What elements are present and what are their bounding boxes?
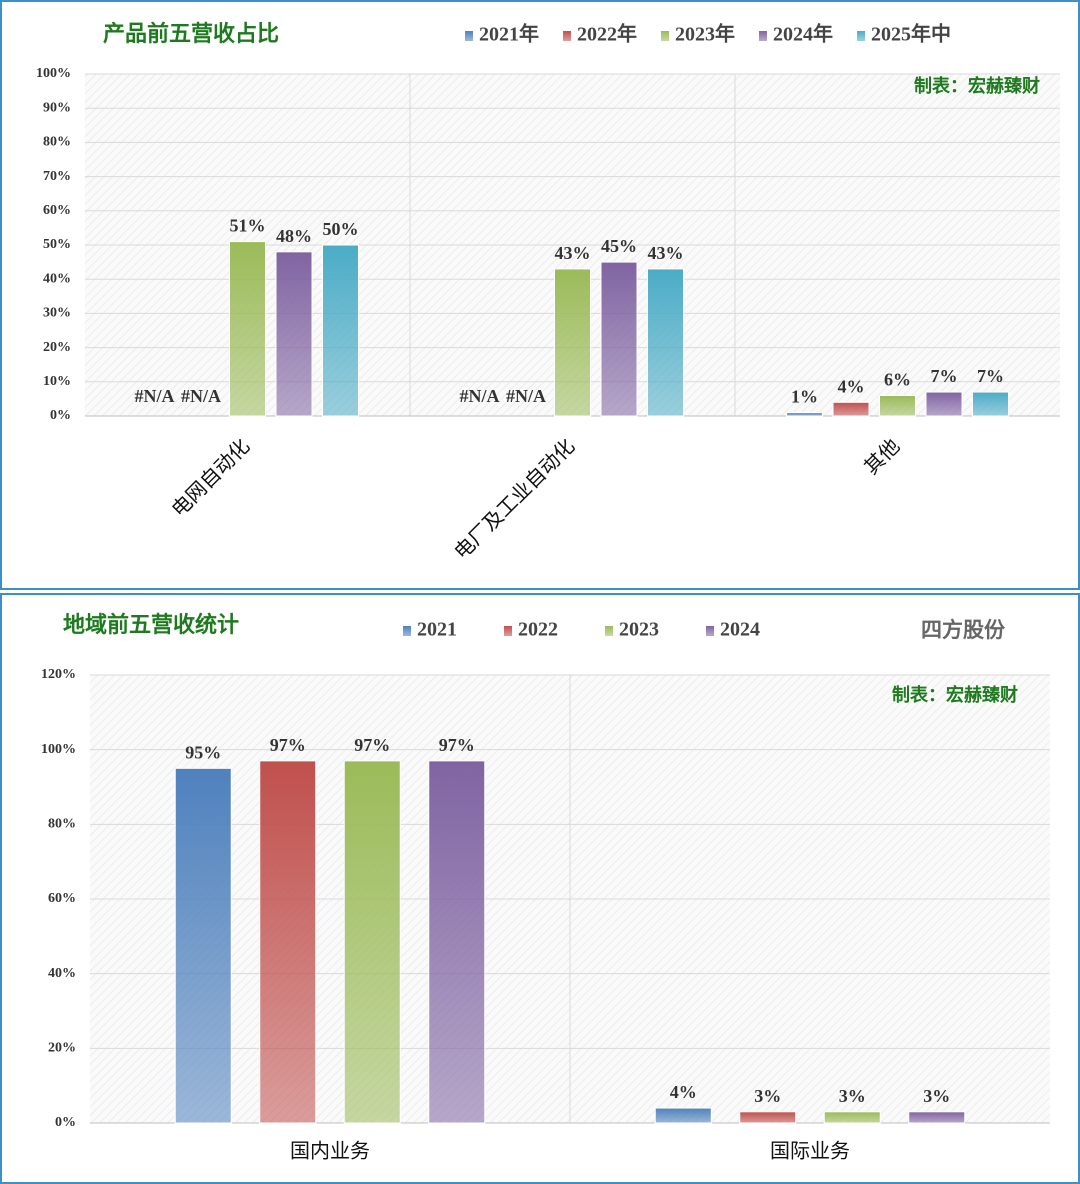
y-tick-label: 80% — [48, 817, 76, 832]
y-tick-label: 120% — [41, 667, 76, 682]
y-tick-label: 10% — [43, 374, 71, 389]
legend-label: 2025年中 — [871, 22, 951, 46]
data-label: #N/A — [460, 386, 500, 406]
bar — [908, 1111, 966, 1124]
legend-swatch — [605, 626, 613, 636]
bar — [428, 760, 486, 1124]
data-label: #N/A — [506, 386, 546, 406]
annotation: 四方股份 — [921, 618, 1006, 642]
data-label: 4% — [838, 376, 865, 396]
legend-label: 2023年 — [675, 22, 735, 46]
bar — [600, 261, 638, 417]
legend-label: 2022年 — [577, 22, 637, 46]
data-label: 45% — [601, 236, 637, 256]
bar — [823, 1111, 881, 1124]
data-label: 97% — [354, 735, 390, 755]
y-tick-label: 40% — [48, 966, 76, 981]
bar — [554, 268, 591, 417]
data-label: 4% — [670, 1082, 697, 1102]
y-tick-label: 100% — [41, 742, 76, 757]
data-label: 50% — [323, 219, 359, 239]
data-label: 97% — [270, 735, 306, 755]
y-tick-label: 100% — [36, 66, 71, 81]
y-tick-label: 40% — [43, 271, 71, 286]
data-label: 97% — [439, 735, 475, 755]
y-tick-label: 20% — [43, 340, 71, 355]
y-tick-label: 60% — [43, 203, 71, 218]
bar — [786, 412, 823, 417]
data-label: 43% — [555, 243, 591, 263]
data-label: 3% — [754, 1086, 781, 1106]
x-tick-label: 国内业务 — [290, 1140, 370, 1163]
data-label: 51% — [230, 216, 266, 236]
bar — [925, 391, 963, 417]
bar — [654, 1107, 712, 1124]
legend-label: 2024年 — [773, 22, 833, 46]
legend-swatch — [403, 626, 411, 636]
legend-swatch — [706, 626, 714, 636]
y-tick-label: 70% — [43, 169, 71, 184]
annotation: 制表：宏赫臻财 — [892, 684, 1018, 705]
y-tick-label: 20% — [48, 1041, 76, 1056]
y-tick-label: 0% — [55, 1115, 76, 1130]
data-label: 43% — [648, 243, 684, 263]
bar — [259, 760, 317, 1124]
data-label: 3% — [923, 1086, 950, 1106]
bar — [174, 767, 232, 1124]
data-label: 7% — [977, 366, 1004, 386]
bar — [832, 401, 870, 417]
legend-label: 2022 — [518, 619, 558, 641]
data-label: 7% — [931, 366, 958, 386]
data-label: 48% — [276, 226, 312, 246]
bar — [972, 391, 1009, 417]
bar — [229, 241, 266, 417]
legend-swatch — [465, 31, 473, 41]
data-label: 1% — [791, 387, 818, 407]
bar — [879, 394, 916, 417]
legend-swatch — [563, 31, 571, 41]
x-tick-label: 国际业务 — [770, 1140, 850, 1163]
data-label: #N/A — [181, 386, 221, 406]
y-tick-label: 30% — [43, 306, 71, 321]
y-tick-label: 90% — [43, 100, 71, 115]
data-label: #N/A — [135, 386, 175, 406]
legend-label: 2021年 — [479, 22, 539, 46]
bar — [275, 251, 313, 417]
legend-swatch — [857, 31, 865, 41]
bar — [322, 244, 359, 417]
y-tick-label: 80% — [43, 135, 71, 150]
legend-label: 2024 — [720, 619, 760, 641]
data-label: 6% — [884, 370, 911, 390]
bar — [739, 1111, 797, 1124]
y-tick-label: 0% — [50, 408, 71, 423]
y-tick-label: 60% — [48, 891, 76, 906]
legend-swatch — [504, 626, 512, 636]
data-label: 95% — [185, 742, 221, 762]
legend-label: 2021 — [417, 619, 457, 641]
chart-title: 地域前五营收统计 — [63, 612, 239, 637]
bar — [647, 268, 684, 417]
y-tick-label: 50% — [43, 237, 71, 252]
annotation: 制表：宏赫臻财 — [914, 75, 1040, 96]
legend-label: 2023 — [619, 619, 659, 641]
chart-title: 产品前五营收占比 — [103, 21, 279, 46]
legend-swatch — [759, 31, 767, 41]
data-label: 3% — [839, 1086, 866, 1106]
bar — [343, 760, 401, 1124]
legend-swatch — [661, 31, 669, 41]
